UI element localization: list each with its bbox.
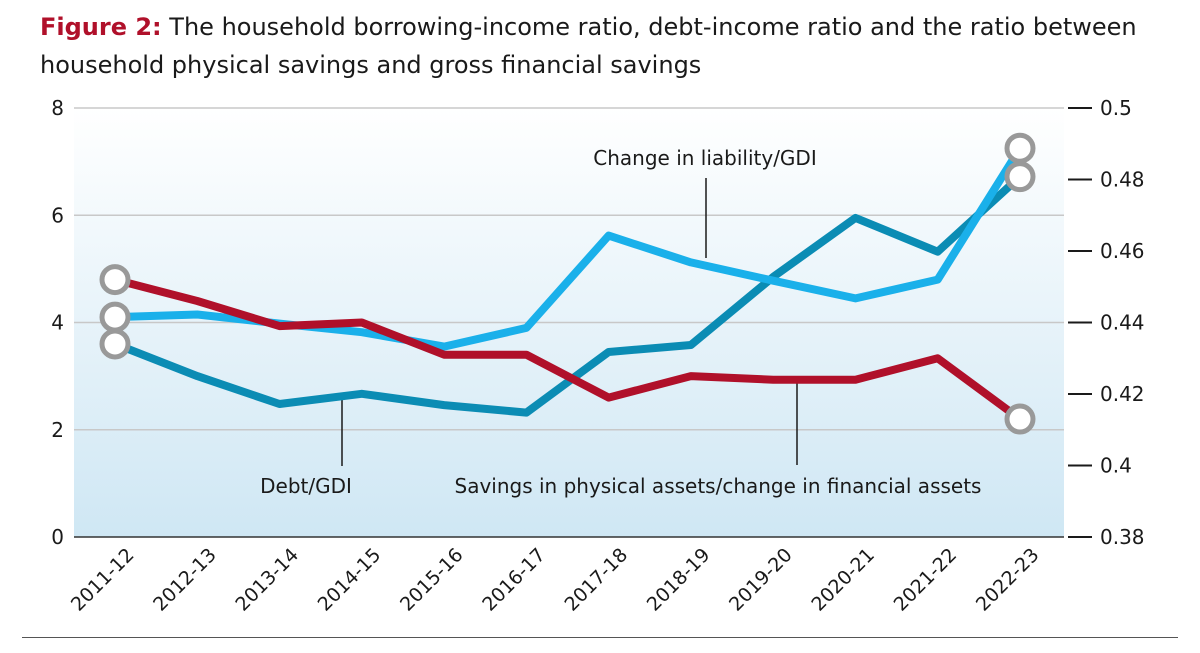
right-tick-label: 0.4 <box>1100 454 1132 478</box>
x-tick-label: 2018-19 <box>643 544 715 616</box>
annotation-liability: Change in liability/GDI <box>593 146 816 170</box>
annotation-savings: Savings in physical assets/change in fin… <box>455 474 982 498</box>
right-tick-label: 0.44 <box>1100 311 1145 335</box>
left-tick-label: 0 <box>51 525 64 549</box>
x-tick-label: 2014-15 <box>314 544 386 616</box>
right-tick-label: 0.42 <box>1100 382 1145 406</box>
series-line-savings <box>113 275 1023 423</box>
end-marker-savings <box>99 264 131 296</box>
left-tick-label: 6 <box>51 203 64 227</box>
chart-title: Figure 2: The household borrowing-income… <box>40 8 1170 84</box>
right-tick-label: 0.5 <box>1100 96 1132 120</box>
end-marker-debt <box>1004 161 1036 193</box>
left-tick-label: 8 <box>51 96 64 120</box>
x-tick-label: 2020-21 <box>807 544 879 616</box>
right-tick-label: 0.46 <box>1100 239 1145 263</box>
end-marker-debt <box>99 328 131 360</box>
series-line-debt <box>113 173 1023 417</box>
series-lines <box>113 146 1024 423</box>
annotations: Change in liability/GDI Debt/GDI Savings i… <box>260 146 981 498</box>
end-marker-liability <box>99 301 131 333</box>
x-tick-label: 2017-18 <box>560 544 632 616</box>
end-marker-savings <box>1004 403 1036 435</box>
right-tick-label: 0.38 <box>1100 525 1145 549</box>
x-axis: 2011-12 2012-13 2013-14 2014-15 2015-16 2016-… <box>67 544 1044 616</box>
figure-label: Figure 2: <box>40 13 162 41</box>
left-tick-label: 4 <box>51 311 64 335</box>
annotation-leaders <box>341 178 798 466</box>
x-tick-label: 2021-22 <box>890 544 962 616</box>
x-tick-label: 2015-16 <box>396 544 468 616</box>
x-tick-label: 2019-20 <box>725 544 797 616</box>
annotation-debt: Debt/GDI <box>260 474 352 498</box>
figure-caption: The household borrowing-income ratio, de… <box>40 13 1137 79</box>
end-marker-liability <box>1004 132 1036 164</box>
x-tick-label: 2022-23 <box>972 544 1044 616</box>
x-tick-label: 2013-14 <box>231 544 303 616</box>
x-tick-label: 2012-13 <box>149 544 221 616</box>
right-tick-label: 0.48 <box>1100 168 1145 192</box>
series-end-markers <box>99 132 1036 435</box>
right-y-axis: 0.38 0.4 0.42 0.44 0.46 0.48 0.5 <box>1068 96 1145 549</box>
bottom-divider <box>22 637 1178 638</box>
left-y-axis: 0 2 4 6 8 <box>51 96 64 549</box>
left-tick-label: 2 <box>51 418 64 442</box>
x-tick-label: 2011-12 <box>67 544 139 616</box>
x-tick-label: 2016-17 <box>478 544 550 616</box>
